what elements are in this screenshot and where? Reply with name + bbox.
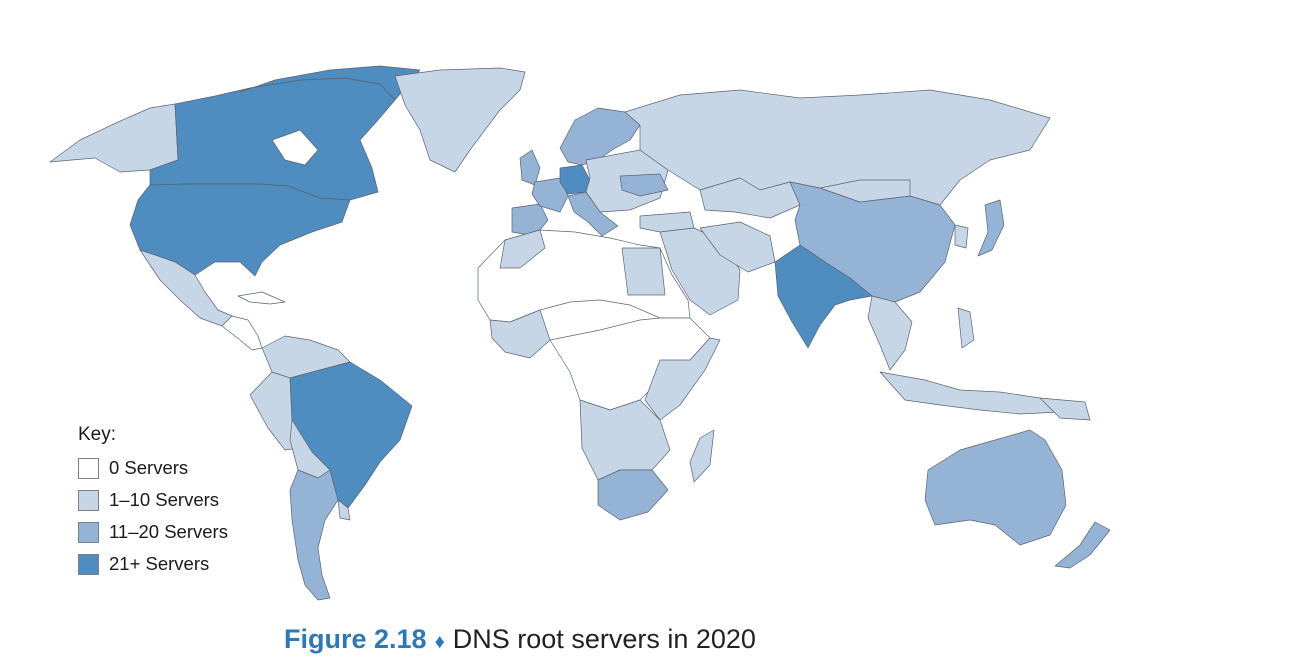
- region-japan: [977, 199, 1005, 257]
- legend-item-zero: 0 Servers: [78, 452, 228, 484]
- region-madagascar: [689, 429, 715, 483]
- region-south-africa: [597, 469, 669, 521]
- region-philippines: [957, 307, 975, 349]
- legend-item-low: 1–10 Servers: [78, 484, 228, 516]
- caption-diamond-icon: ♦: [434, 631, 445, 653]
- legend-swatch-mid: [78, 521, 99, 543]
- region-balkans-italy: [567, 191, 619, 237]
- legend-swatch-high: [78, 553, 99, 575]
- region-morocco: [499, 229, 546, 269]
- region-west-africa: [489, 309, 551, 359]
- region-new-zealand: [1054, 521, 1111, 569]
- map-legend: Key: 0 Servers 1–10 Servers 11–20 Server…: [78, 424, 228, 580]
- legend-label-mid: 11–20 Servers: [109, 521, 228, 542]
- legend-label-high: 21+ Servers: [109, 553, 210, 574]
- region-southeast-asia: [867, 295, 913, 371]
- region-arctic-islands: [239, 65, 421, 101]
- region-india: [774, 244, 873, 349]
- region-egypt: [621, 247, 666, 296]
- region-mongolia: [819, 179, 911, 203]
- region-central-america: [221, 315, 263, 351]
- legend-swatch-low: [78, 489, 99, 511]
- region-east-africa: [644, 337, 721, 421]
- region-southern-africa: [579, 399, 671, 481]
- region-australia: [924, 429, 1067, 546]
- figure-caption: Figure 2.18 ♦ DNS root servers in 2020: [284, 624, 756, 655]
- region-uk: [519, 149, 541, 186]
- region-ukraine: [619, 173, 669, 197]
- region-uruguay: [337, 499, 351, 521]
- legend-label-low: 1–10 Servers: [109, 489, 220, 510]
- region-argentina: [289, 469, 339, 601]
- region-cuba: [237, 291, 286, 305]
- legend-label-zero: 0 Servers: [109, 457, 189, 478]
- region-korea: [954, 224, 969, 249]
- region-png: [1039, 397, 1091, 421]
- region-scandinavia: [559, 107, 641, 166]
- region-canada: [149, 77, 396, 201]
- caption-title: DNS root servers in 2020: [452, 624, 756, 654]
- region-iberia: [511, 203, 549, 237]
- region-hudson-bay: [271, 129, 319, 166]
- region-greenland: [394, 67, 526, 173]
- region-alaska: [49, 103, 179, 173]
- legend-item-mid: 11–20 Servers: [78, 516, 228, 548]
- region-indonesia: [879, 371, 1061, 415]
- legend-item-high: 21+ Servers: [78, 548, 228, 580]
- caption-figure-number: Figure 2.18: [284, 624, 427, 654]
- legend-title: Key:: [78, 424, 117, 445]
- legend-swatch-zero: [78, 457, 99, 479]
